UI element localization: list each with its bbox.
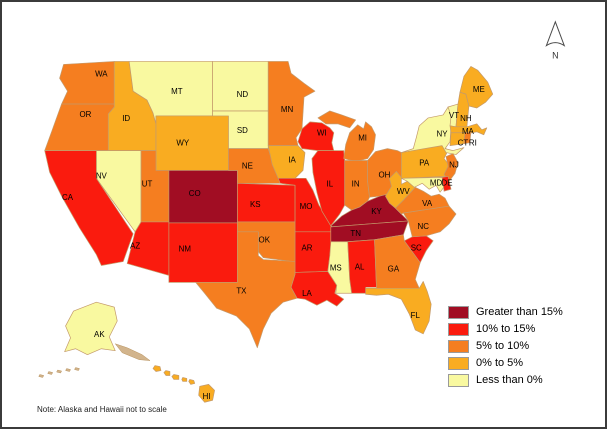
state-label-fl: FL [411,311,421,320]
state-label-ca: CA [62,193,74,202]
state-label-sc: SC [411,244,422,253]
state-label-co: CO [189,189,201,198]
state-label-in: IN [352,179,360,188]
state-wa [59,61,115,105]
state-label-ut: UT [142,179,153,188]
state-label-az: AZ [130,242,140,251]
aleutian-islands [38,367,80,378]
state-label-nh: NH [460,114,472,123]
state-label-ky: KY [371,207,382,216]
legend-swatch-gt-15 [448,306,469,319]
north-arrow: N [545,20,566,60]
state-label-wa: WA [95,69,108,78]
state-label-id: ID [122,114,130,123]
north-arrow-label: N [552,50,558,60]
state-label-la: LA [302,289,312,298]
state-label-ga: GA [388,264,400,273]
state-label-nm: NM [179,245,191,254]
state-tx [195,231,298,349]
state-nj [443,153,459,182]
state-label-ct: CT [458,139,469,148]
state-label-de: DE [442,178,453,187]
state-label-nd: ND [237,90,249,99]
state-label-ri: RI [469,139,477,148]
state-label-ny: NY [437,130,449,139]
state-label-ks: KS [250,200,261,209]
state-label-ar: AR [301,244,312,253]
legend-row: 0% to 5% [448,357,563,370]
state-label-mo: MO [300,202,313,211]
alaska-panhandle [114,343,151,361]
state-label-oh: OH [379,170,391,179]
state-label-va: VA [422,199,433,208]
state-label-tx: TX [236,286,247,295]
state-nc [402,205,457,238]
state-label-vt: VT [449,111,459,120]
state-label-ma: MA [462,127,475,136]
state-label-wv: WV [397,187,410,196]
state-label-pa: PA [419,158,430,167]
state-wi [297,121,335,151]
state-label-wi: WI [317,129,327,138]
state-fl [365,281,432,335]
legend-row: Less than 0% [448,374,563,387]
state-me [459,66,494,109]
state-label-ia: IA [288,155,296,164]
legend-label-5-10: 5% to 10% [476,340,530,352]
state-label-ok: OK [259,236,271,245]
state-label-mt: MT [171,87,183,96]
legend-row: 5% to 10% [448,340,563,353]
map-note: Note: Alaska and Hawaii not to scale [37,405,167,414]
legend-label-10-15: 10% to 15% [476,323,536,335]
state-co [168,170,238,224]
state-ia [267,145,306,179]
state-wy [155,115,229,171]
state-label-al: AL [355,262,365,271]
state-ri [463,131,472,145]
state-label-wy: WY [176,139,189,148]
state-mi [317,110,376,162]
state-ak [64,301,118,356]
state-label-ak: AK [94,330,105,339]
legend-label-0-5: 0% to 5% [476,357,524,369]
state-nd [212,61,269,112]
state-label-mi: MI [358,134,367,143]
state-label-ne: NE [242,161,253,170]
state-label-me: ME [473,85,485,94]
state-az [126,221,170,276]
state-label-ms: MS [330,263,342,272]
state-label-nc: NC [417,222,429,231]
map-legend: Greater than 15% 10% to 15% 5% to 10% 0%… [448,306,563,391]
legend-label-gt-15: Greater than 15% [476,306,563,318]
legend-label-lt-0: Less than 0% [476,374,543,386]
state-wv [385,171,416,209]
state-label-hi: HI [203,392,211,401]
state-hi [152,365,215,403]
state-ks [237,182,296,223]
state-label-mn: MN [281,105,294,114]
state-label-or: OR [79,110,91,119]
legend-swatch-0-5 [448,357,469,370]
legend-row: 10% to 15% [448,323,563,336]
state-label-il: IL [327,179,334,188]
legend-row: Greater than 15% [448,306,563,319]
state-label-nv: NV [96,171,108,180]
state-ca [44,150,134,266]
legend-swatch-10-15 [448,323,469,336]
state-label-md: MD [430,178,443,187]
state-label-nj: NJ [449,160,459,169]
north-arrow-icon [545,20,566,47]
state-label-sd: SD [237,126,248,135]
state-de [441,176,452,192]
legend-swatch-5-10 [448,340,469,353]
state-sc [403,235,434,263]
legend-swatch-lt-0 [448,374,469,387]
state-label-tn: TN [350,229,361,238]
